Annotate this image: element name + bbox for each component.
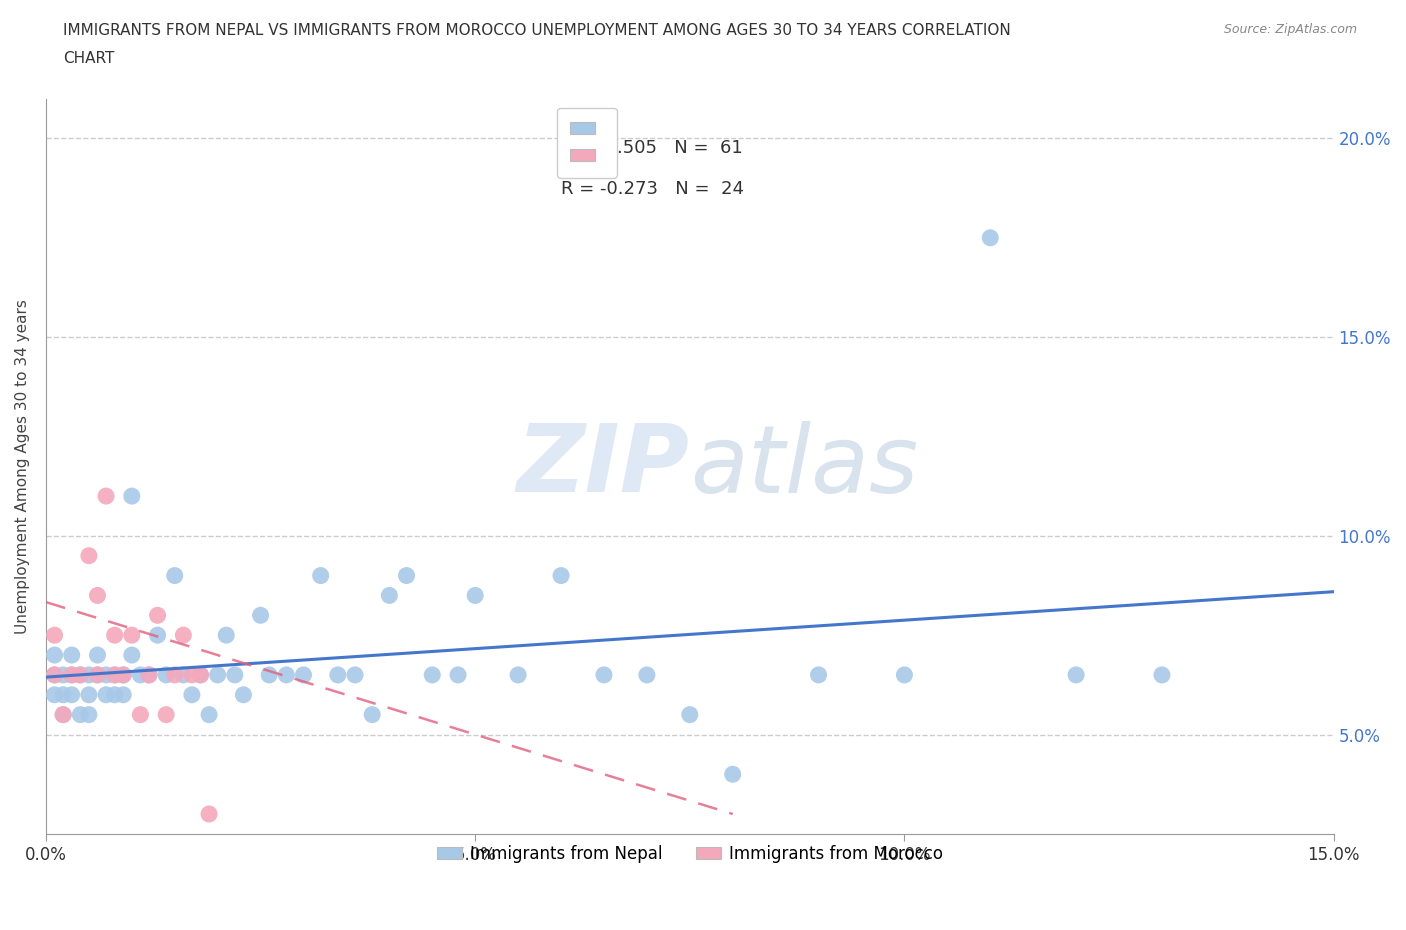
Point (94, 668, 117, 683)
Text: CHART: CHART (63, 51, 115, 66)
Point (60, 647, 83, 662)
Point (257, 668, 280, 683)
Point (44, 687, 66, 702)
Point (326, 668, 349, 683)
Point (172, 668, 194, 683)
Point (1064, 668, 1087, 683)
Point (395, 568, 418, 583)
Point (180, 668, 202, 683)
Point (86, 668, 108, 683)
Point (86, 668, 108, 683)
Point (52, 707, 75, 722)
Point (508, 668, 530, 683)
Point (276, 668, 298, 683)
Point (198, 707, 221, 722)
Point (361, 707, 384, 722)
Point (378, 588, 401, 603)
Point (104, 668, 127, 683)
Point (138, 668, 160, 683)
Point (121, 488, 143, 503)
Point (207, 846, 229, 861)
Point (420, 668, 443, 683)
Point (138, 668, 160, 683)
Point (86, 588, 108, 603)
Point (112, 668, 135, 683)
Point (146, 628, 169, 643)
Point (52, 687, 75, 702)
Point (198, 806, 221, 821)
Legend: Immigrants from Nepal, Immigrants from Morocco: Immigrants from Nepal, Immigrants from M… (430, 838, 949, 870)
Point (44, 647, 66, 662)
Point (52, 668, 75, 683)
Point (77, 549, 100, 564)
Point (292, 668, 315, 683)
Point (979, 231, 1001, 246)
Point (104, 687, 127, 702)
Point (77, 687, 100, 702)
Point (593, 668, 616, 683)
Point (190, 668, 212, 683)
Point (44, 628, 66, 643)
Point (249, 608, 271, 623)
Point (146, 608, 169, 623)
Text: Source: ZipAtlas.com: Source: ZipAtlas.com (1223, 23, 1357, 36)
Point (215, 628, 238, 643)
Text: R =  0.505   N =  61: R = 0.505 N = 61 (561, 140, 742, 157)
Point (94, 488, 117, 503)
Text: R = -0.273   N =  24: R = -0.273 N = 24 (561, 179, 744, 197)
Point (104, 668, 127, 683)
Point (207, 668, 229, 683)
Point (447, 668, 470, 683)
Point (129, 707, 152, 722)
Point (60, 668, 83, 683)
Point (679, 707, 702, 722)
Point (69, 668, 91, 683)
Point (636, 668, 658, 683)
Point (232, 687, 254, 702)
Point (112, 687, 135, 702)
Point (44, 668, 66, 683)
Point (86, 647, 108, 662)
Point (155, 707, 177, 722)
Point (155, 668, 177, 683)
Y-axis label: Unemployment Among Ages 30 to 34 years: Unemployment Among Ages 30 to 34 years (15, 299, 30, 633)
Point (104, 628, 127, 643)
Text: atlas: atlas (690, 420, 918, 512)
Point (163, 568, 186, 583)
Point (190, 668, 212, 683)
Point (121, 647, 143, 662)
Point (77, 668, 100, 683)
Point (60, 668, 83, 683)
Point (343, 668, 366, 683)
Point (163, 668, 186, 683)
Point (180, 687, 202, 702)
Point (129, 668, 152, 683)
Point (77, 707, 100, 722)
Point (69, 707, 91, 722)
Point (464, 588, 486, 603)
Point (60, 687, 83, 702)
Point (224, 846, 246, 861)
Point (893, 668, 915, 683)
Point (44, 668, 66, 683)
Point (121, 628, 143, 643)
Text: ZIP: ZIP (517, 420, 690, 512)
Point (172, 628, 194, 643)
Text: IMMIGRANTS FROM NEPAL VS IMMIGRANTS FROM MOROCCO UNEMPLOYMENT AMONG AGES 30 TO 3: IMMIGRANTS FROM NEPAL VS IMMIGRANTS FROM… (63, 23, 1011, 38)
Point (224, 668, 246, 683)
Point (52, 707, 75, 722)
Point (550, 568, 572, 583)
Point (807, 668, 830, 683)
Point (721, 767, 744, 782)
Point (112, 668, 135, 683)
Point (1150, 668, 1173, 683)
Point (69, 668, 91, 683)
Point (309, 568, 332, 583)
Point (94, 687, 117, 702)
